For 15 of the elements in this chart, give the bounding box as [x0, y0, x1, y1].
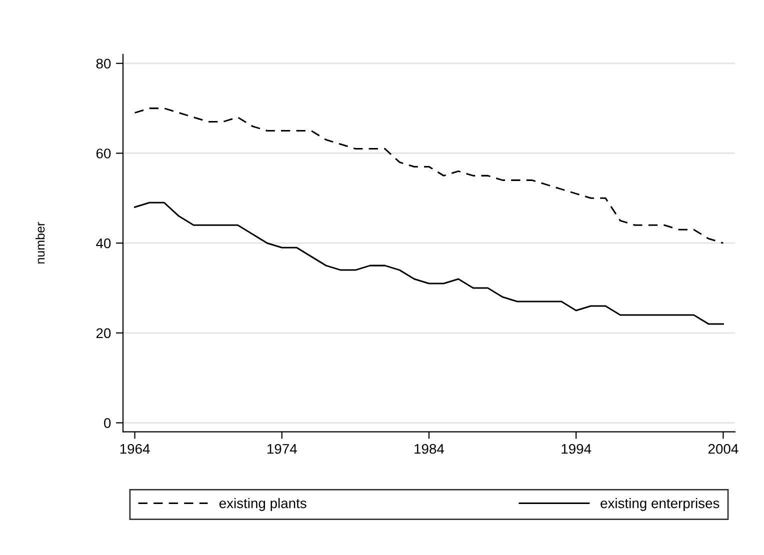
x-tick-label: 1984	[414, 444, 444, 454]
y-axis-title: number	[35, 222, 45, 264]
legend-label: existing enterprises	[600, 498, 720, 511]
y-tick-label: 80	[96, 58, 111, 69]
legend-label: existing plants	[219, 498, 306, 511]
x-tick-label: 1964	[120, 444, 150, 454]
x-tick-label: 2004	[708, 444, 738, 454]
y-tick-label: 20	[96, 328, 111, 338]
line-series	[134, 202, 724, 325]
y-tick-label: 60	[96, 148, 111, 158]
y-tick-label: 40	[96, 238, 111, 248]
x-tick-label: 1994	[562, 444, 592, 454]
x-tick-label: 1974	[267, 444, 297, 454]
y-tick-label: 0	[104, 418, 111, 428]
line-series	[134, 108, 724, 244]
